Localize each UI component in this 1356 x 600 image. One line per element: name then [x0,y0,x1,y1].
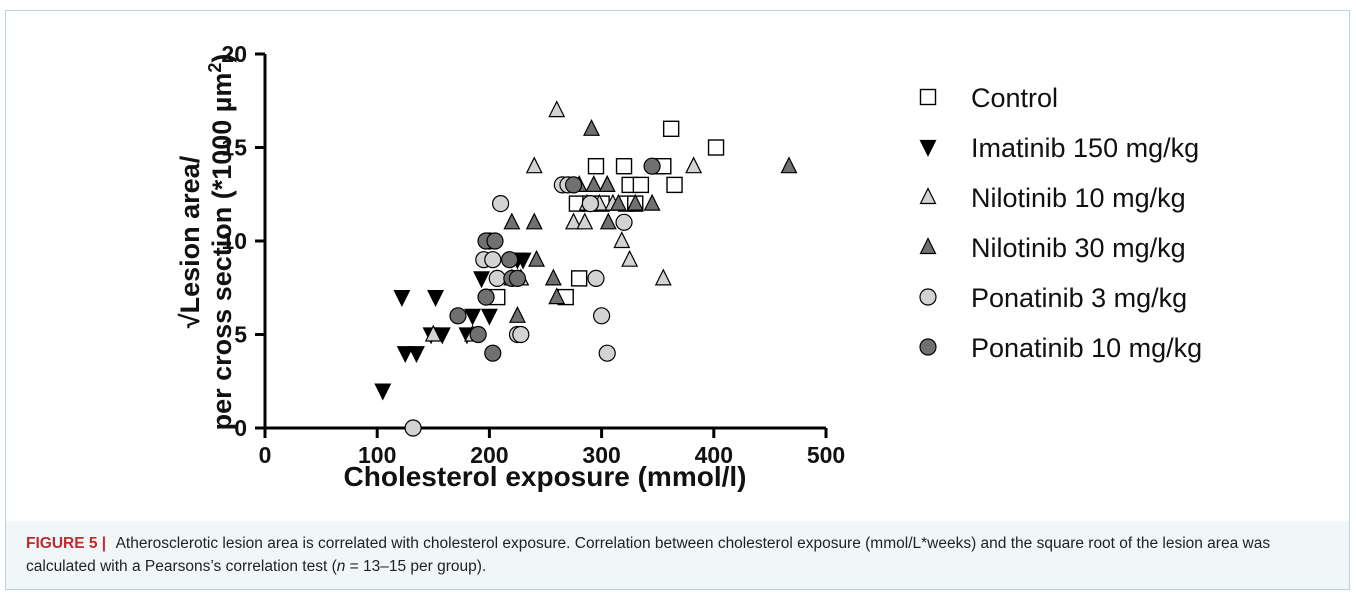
legend-label: Ponatinib 3 mg/kg [971,283,1187,313]
data-point [576,212,594,230]
data-point [525,212,543,230]
caption-text-part2: = 13–15 per group). [345,558,487,575]
data-point [643,193,661,211]
data-point [599,212,617,230]
caption-text-part1: Atherosclerotic lesion area is correlate… [26,535,1271,575]
data-point [500,251,519,269]
data-point [570,270,588,287]
legend-marker [919,338,937,356]
x-tick-label: 200 [470,442,508,468]
data-point [707,139,725,156]
legend-marker [919,88,937,106]
data-point [512,325,530,344]
data-point [780,156,798,174]
data-point [486,232,504,250]
data-point [615,157,633,175]
data-point [598,175,616,192]
data-point [393,290,411,307]
data-point [548,287,566,305]
legend-marker [919,187,937,205]
data-point [609,193,627,211]
legend-label: Nilotinib 30 mg/kg [971,233,1186,263]
data-point [407,346,425,364]
figure-caption: FIGURE 5 | Atherosclerotic lesion area i… [26,532,1336,578]
data-point [587,157,605,175]
series-3 [503,118,798,323]
scatter-chart: 0 100 200 300 400 500 0 5 10 15 20 Control Imatinib… [175,41,1202,492]
data-point [525,156,543,174]
data-point [544,268,562,286]
caption-separator: | [101,535,107,552]
data-point [632,176,650,194]
data-point [583,118,600,136]
data-point [396,346,414,364]
data-point [449,307,467,325]
data-point [613,231,631,249]
data-point [626,193,644,211]
data-point [480,308,498,326]
data-point [503,212,521,230]
x-tick-label: 300 [582,442,620,468]
legend-label: Imatinib 150 mg/kg [971,133,1199,163]
data-point [585,175,603,192]
data-point [592,307,611,325]
y-tick-label: 0 [234,415,247,441]
y-tick-label: 15 [221,135,247,161]
data-point [621,249,639,267]
data-point [484,344,502,362]
legend-label: Control [971,83,1058,113]
legend-label: Nilotinib 10 mg/kg [971,183,1186,213]
chart-points [374,100,798,437]
x-axis-label: Cholesterol exposure (mmol/l) [344,461,747,492]
data-point [473,271,491,289]
data-point [615,213,633,231]
y-tick-label: 10 [221,228,247,254]
data-point [477,288,495,306]
x-tick-label: 500 [807,442,845,468]
data-point [464,308,482,326]
x-tick-label: 400 [695,442,733,468]
data-point [427,290,445,307]
caption-italic-n: n [336,558,346,575]
y-axis-label-line2: per cross section (*1000 µm2) [205,54,237,431]
legend-marker [919,139,937,157]
y-tick-label: 20 [221,41,247,67]
legend-label: Ponatinib 10 mg/kg [971,333,1202,363]
data-point [492,195,510,213]
data-point [404,419,422,437]
data-point [514,252,532,270]
series-4 [404,176,633,437]
y-axis-label-line1: √Lesion area/ [175,155,205,328]
legend-marker [919,237,937,255]
data-point [685,156,703,174]
data-point [508,305,526,323]
data-point [564,176,583,194]
data-point [508,269,527,287]
data-point [488,269,506,287]
data-point [424,324,442,342]
y-tick-label: 5 [234,322,247,348]
x-tick-label: 100 [358,442,396,468]
data-point [374,383,392,401]
x-tick-label: 0 [259,442,272,468]
legend-marker [919,288,937,306]
chart-legend: Control Imatinib 150 mg/kg Nilotinib 10 mg… [919,83,1202,363]
data-point [469,325,487,344]
chart-axes: 0 100 200 300 400 500 0 5 10 15 20 [221,41,845,468]
data-point [666,176,683,194]
series-5 [449,157,661,362]
data-point [654,268,672,286]
data-point [565,212,583,230]
data-point [643,157,661,175]
data-point [662,120,680,138]
data-point [598,344,616,362]
data-point [548,100,566,118]
data-point [587,269,605,287]
data-point [581,195,599,213]
caption-figure-label: FIGURE 5 [26,535,98,552]
caption-box: FIGURE 5 | Atherosclerotic lesion area i… [5,521,1350,590]
data-point [528,249,545,267]
data-point [484,251,502,269]
figure-frame [5,10,1350,590]
